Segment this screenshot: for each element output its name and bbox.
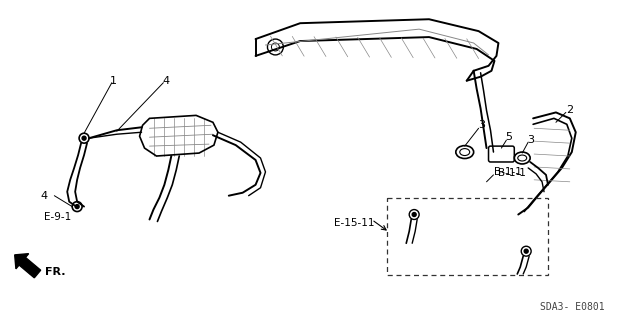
Text: 1: 1 — [110, 76, 117, 86]
Text: B-1-1: B-1-1 — [499, 168, 526, 178]
Circle shape — [82, 136, 86, 140]
Text: 3: 3 — [527, 135, 534, 145]
Bar — [387, 198, 548, 275]
Text: 4: 4 — [163, 76, 170, 86]
Circle shape — [75, 204, 79, 209]
Circle shape — [412, 212, 416, 217]
Text: 3: 3 — [478, 120, 485, 130]
Text: 2: 2 — [566, 106, 573, 115]
Text: E-15-11: E-15-11 — [335, 219, 375, 228]
Text: B-1-1: B-1-1 — [495, 167, 522, 177]
Circle shape — [524, 249, 528, 253]
Text: SDA3- E0801: SDA3- E0801 — [540, 302, 605, 312]
Text: 5: 5 — [505, 132, 512, 142]
Text: 4: 4 — [41, 191, 48, 201]
Text: FR.: FR. — [45, 267, 66, 277]
Polygon shape — [15, 254, 29, 269]
Polygon shape — [19, 257, 41, 278]
Text: E-9-1: E-9-1 — [44, 212, 71, 222]
